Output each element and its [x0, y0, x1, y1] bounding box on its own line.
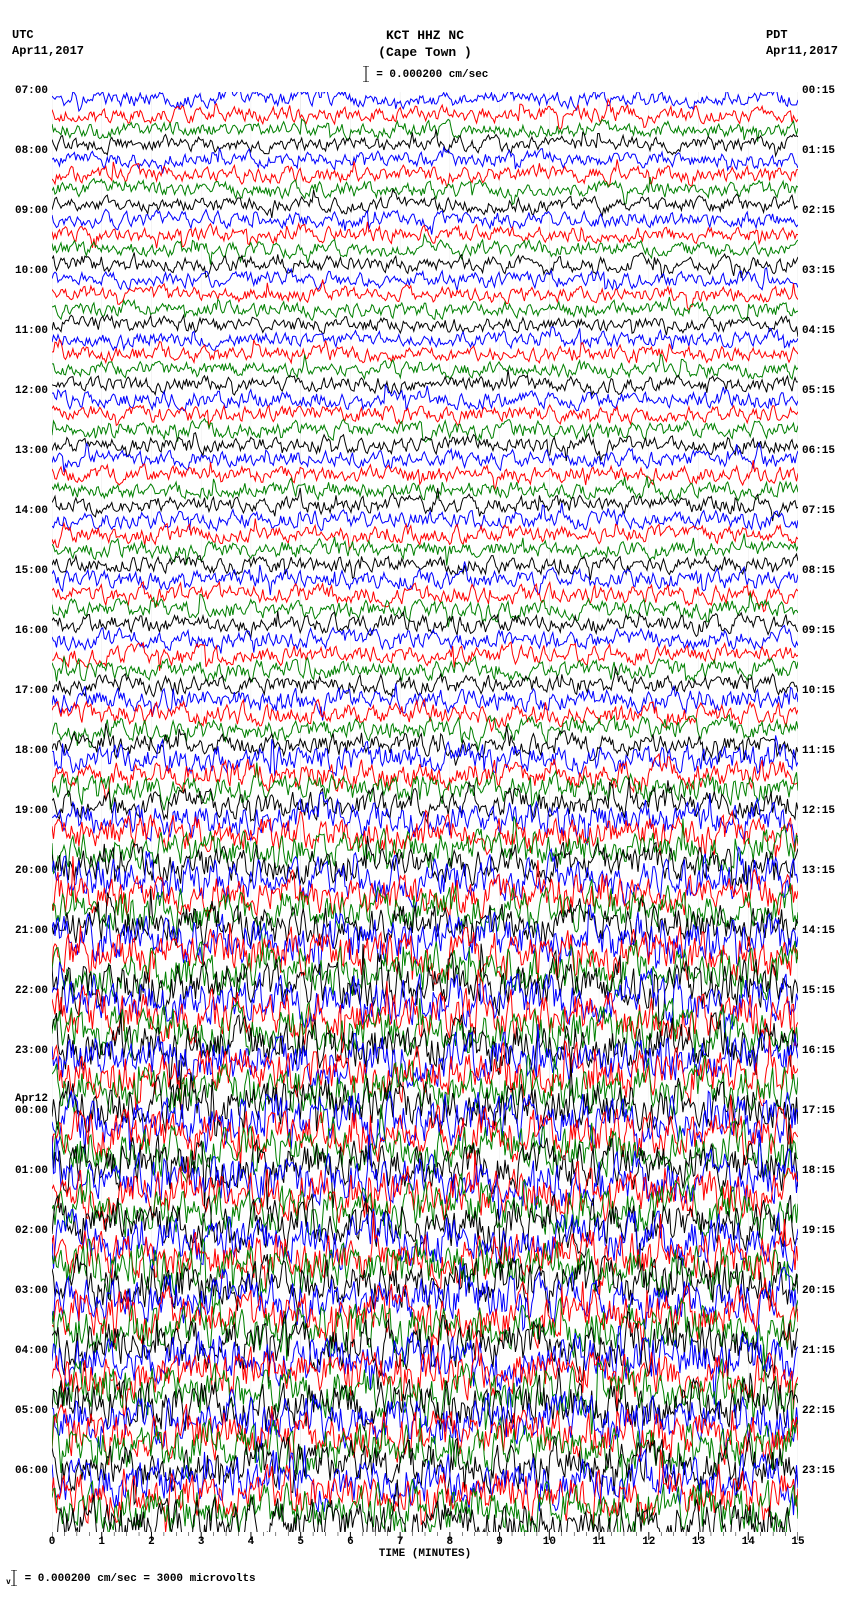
header-center: KCT HHZ NC (Cape Town ) = 0.000200 cm/se…: [362, 28, 489, 82]
left-hour-label: 14:00: [15, 506, 48, 517]
left-hour-label: 07:00: [15, 86, 48, 97]
right-hour-label: 17:15: [802, 1106, 835, 1117]
x-tick-label: 0: [49, 1536, 56, 1548]
x-tick-label: 15: [791, 1536, 804, 1548]
x-tick-label: 7: [397, 1536, 404, 1548]
right-date-label: Apr11,2017: [766, 44, 838, 60]
left-hour-label: 12:00: [15, 386, 48, 397]
right-hour-label: 22:15: [802, 1406, 835, 1417]
x-tick-label: 11: [592, 1536, 605, 1548]
x-tick-label: 1: [98, 1536, 105, 1548]
header-right: PDT Apr11,2017: [766, 28, 838, 82]
footer: v = 0.000200 cm/sec = 3000 microvolts: [0, 1562, 850, 1594]
left-utc-axis: 07:0008:0009:0010:0011:0012:0013:0014:00…: [0, 92, 52, 1532]
right-hour-label: 08:15: [802, 566, 835, 577]
right-hour-label: 07:15: [802, 506, 835, 517]
left-hour-label: 13:00: [15, 446, 48, 457]
left-hour-label: 02:00: [15, 1226, 48, 1237]
right-hour-label: 16:15: [802, 1046, 835, 1057]
right-hour-label: 03:15: [802, 266, 835, 277]
right-hour-label: 14:15: [802, 926, 835, 937]
left-hour-label: 05:00: [15, 1406, 48, 1417]
right-hour-label: 10:15: [802, 686, 835, 697]
left-hour-label: 23:00: [15, 1046, 48, 1057]
left-hour-label: 11:00: [15, 326, 48, 337]
right-hour-label: 01:15: [802, 146, 835, 157]
footer-scale-icon: v: [6, 1570, 18, 1586]
footer-text: = 0.000200 cm/sec = 3000 microvolts: [25, 1573, 256, 1585]
x-tick-label: 6: [347, 1536, 354, 1548]
left-hour-label: 04:00: [15, 1346, 48, 1357]
right-hour-label: 12:15: [802, 806, 835, 817]
left-hour-label: 01:00: [15, 1166, 48, 1177]
right-hour-label: 15:15: [802, 986, 835, 997]
x-tick-label: 8: [447, 1536, 454, 1548]
scale-ref: = 0.000200 cm/sec: [362, 66, 489, 82]
scale-ref-text: = 0.000200 cm/sec: [376, 69, 488, 81]
right-hour-label: 09:15: [802, 626, 835, 637]
x-tick-label: 12: [642, 1536, 655, 1548]
header: UTC Apr11,2017 KCT HHZ NC (Cape Town ) =…: [0, 0, 850, 92]
left-hour-label: 21:00: [15, 926, 48, 937]
title-line1: KCT HHZ NC: [362, 28, 489, 45]
left-hour-label: 16:00: [15, 626, 48, 637]
left-hour-label: 06:00: [15, 1466, 48, 1477]
right-hour-label: 19:15: [802, 1226, 835, 1237]
right-hour-label: 04:15: [802, 326, 835, 337]
right-hour-label: 05:15: [802, 386, 835, 397]
left-hour-label: 08:00: [15, 146, 48, 157]
seismogram-svg: [52, 92, 798, 1532]
left-hour-label: 03:00: [15, 1286, 48, 1297]
x-tick-label: 13: [692, 1536, 705, 1548]
right-pdt-axis: 00:1501:1502:1503:1504:1505:1506:1507:15…: [798, 92, 850, 1532]
left-hour-label: 09:00: [15, 206, 48, 217]
left-hour-label: 19:00: [15, 806, 48, 817]
right-hour-label: 00:15: [802, 86, 835, 97]
right-hour-label: 13:15: [802, 866, 835, 877]
left-hour-label: 20:00: [15, 866, 48, 877]
title-line2: (Cape Town ): [362, 45, 489, 62]
right-hour-label: 21:15: [802, 1346, 835, 1357]
x-tick-label: 2: [148, 1536, 155, 1548]
right-hour-label: 20:15: [802, 1286, 835, 1297]
right-hour-label: 23:15: [802, 1466, 835, 1477]
x-axis: 0123456789101112131415 TIME (MINUTES): [52, 1532, 798, 1562]
left-hour-label: 18:00: [15, 746, 48, 757]
left-hour-label: 17:00: [15, 686, 48, 697]
x-tick-label: 10: [543, 1536, 556, 1548]
right-hour-label: 18:15: [802, 1166, 835, 1177]
right-tz-label: PDT: [766, 28, 838, 44]
left-hour-label: 15:00: [15, 566, 48, 577]
right-hour-label: 06:15: [802, 446, 835, 457]
x-tick-label: 5: [297, 1536, 304, 1548]
left-hour-label: 00:00: [15, 1106, 48, 1117]
left-tz-label: UTC: [12, 28, 84, 44]
scale-bar-icon: [362, 66, 370, 82]
x-axis-ticks: [52, 1532, 798, 1546]
left-hour-label: 10:00: [15, 266, 48, 277]
left-hour-label: 22:00: [15, 986, 48, 997]
left-date-label: Apr11,2017: [12, 44, 84, 60]
svg-text:v: v: [6, 1577, 11, 1586]
x-tick-label: 9: [496, 1536, 503, 1548]
header-left: UTC Apr11,2017: [12, 28, 84, 82]
right-hour-label: 11:15: [802, 746, 835, 757]
x-tick-label: 14: [742, 1536, 755, 1548]
plot-area: 07:0008:0009:0010:0011:0012:0013:0014:00…: [52, 92, 798, 1532]
x-tick-label: 3: [198, 1536, 205, 1548]
x-axis-title: TIME (MINUTES): [379, 1548, 471, 1560]
seismogram-container: UTC Apr11,2017 KCT HHZ NC (Cape Town ) =…: [0, 0, 850, 1594]
x-tick-label: 4: [248, 1536, 255, 1548]
left-midnight-date: Apr12: [15, 1094, 48, 1105]
right-hour-label: 02:15: [802, 206, 835, 217]
